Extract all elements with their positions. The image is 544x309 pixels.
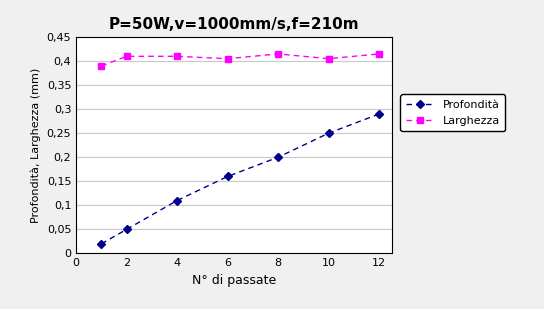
Larghezza <box>325 57 332 61</box>
Legend: Profondità, Larghezza: Profondità, Larghezza <box>400 95 505 131</box>
Larghezza <box>123 54 130 58</box>
Line: Larghezza: Larghezza <box>98 50 382 70</box>
Larghezza <box>174 54 181 58</box>
Profondità <box>275 155 281 159</box>
Larghezza <box>275 52 281 56</box>
Larghezza <box>376 52 382 56</box>
Y-axis label: Profondità, Larghezza (mm): Profondità, Larghezza (mm) <box>30 68 41 223</box>
Larghezza <box>224 57 231 61</box>
Title: P=50W,v=1000mm/s,f=210m: P=50W,v=1000mm/s,f=210m <box>109 17 359 32</box>
Profondità <box>123 227 130 231</box>
Profondità <box>325 131 332 135</box>
Profondità <box>376 112 382 116</box>
Profondità <box>224 175 231 178</box>
Profondità <box>98 242 104 246</box>
X-axis label: N° di passate: N° di passate <box>192 274 276 287</box>
Larghezza <box>98 64 104 68</box>
Profondità <box>174 199 181 202</box>
Line: Profondità: Profondità <box>98 111 382 247</box>
